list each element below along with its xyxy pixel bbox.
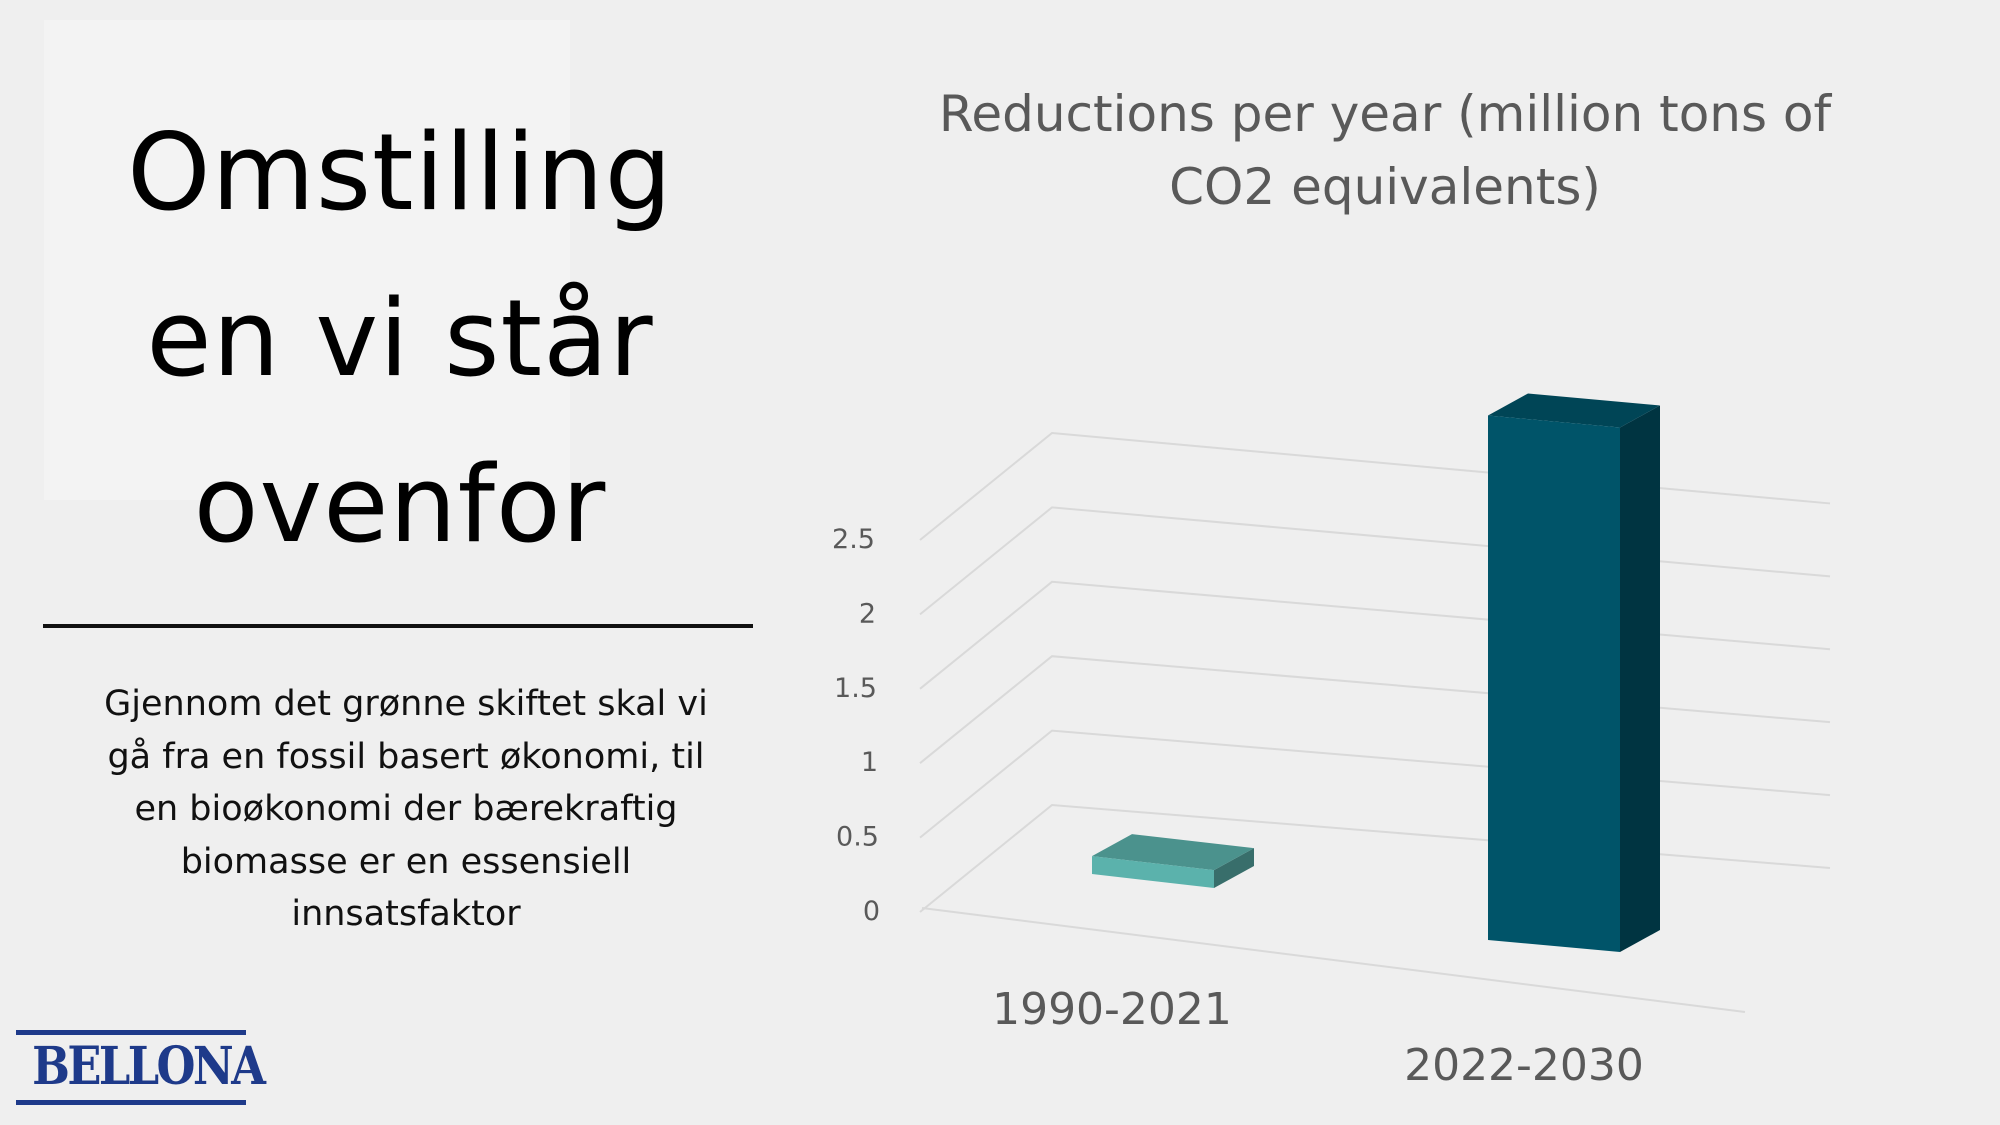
y-tick-label: 0.5 bbox=[836, 822, 879, 853]
gridline bbox=[919, 506, 1831, 616]
bar bbox=[1092, 856, 1214, 888]
divider bbox=[43, 624, 753, 628]
y-tick-label: 1.5 bbox=[834, 673, 877, 704]
chart-title: Reductions per year (million tons of CO2… bbox=[860, 78, 1910, 224]
body-line: biomasse er en essensiell bbox=[180, 841, 632, 882]
body-line: innsatsfaktor bbox=[291, 894, 521, 934]
slide-body: Gjennom det grønne skiftet skal vi gå fr… bbox=[56, 678, 756, 941]
bellona-logo: BELLONA bbox=[16, 1030, 266, 1106]
gridline bbox=[919, 803, 1831, 913]
gridline bbox=[919, 580, 1831, 690]
x-category-label: 2022-2030 bbox=[1404, 1040, 1644, 1091]
gridline bbox=[919, 729, 1831, 839]
chart-title-line: Reductions per year (million tons of bbox=[938, 85, 1832, 143]
y-tick-label: 0 bbox=[863, 896, 880, 927]
body-line: en bioøkonomi der bærekraftig bbox=[134, 789, 678, 829]
x-category-label: 1990-2021 bbox=[992, 984, 1232, 1035]
chart-title-line: CO2 equivalents) bbox=[1169, 158, 1601, 216]
gridline bbox=[919, 431, 1831, 541]
title-card bbox=[44, 20, 570, 500]
bar bbox=[1488, 415, 1620, 953]
body-line: Gjennom det grønne skiftet skal vi bbox=[104, 684, 708, 724]
y-tick-label: 1 bbox=[861, 747, 878, 778]
bar-side bbox=[1620, 405, 1660, 953]
gridline bbox=[919, 655, 1831, 764]
bar-top bbox=[1092, 834, 1254, 871]
slide-heading: Omstilling en vi står ovenfor bbox=[44, 90, 756, 588]
bar-side bbox=[1214, 848, 1254, 888]
logo-text: BELLONA bbox=[32, 1036, 266, 1097]
bar-top bbox=[1488, 393, 1660, 428]
heading-line: en vi står bbox=[146, 277, 654, 400]
logo-bottom-bar bbox=[16, 1100, 246, 1105]
body-line: gå fra en fossil basert økonomi, til bbox=[107, 736, 705, 777]
y-tick-label: 2 bbox=[859, 598, 876, 629]
heading-line: Omstilling bbox=[127, 111, 673, 234]
floor-edge bbox=[921, 907, 1746, 1013]
y-tick-label: 2.5 bbox=[832, 524, 875, 555]
logo-top-bar bbox=[16, 1030, 246, 1035]
heading-line: ovenfor bbox=[193, 443, 607, 566]
